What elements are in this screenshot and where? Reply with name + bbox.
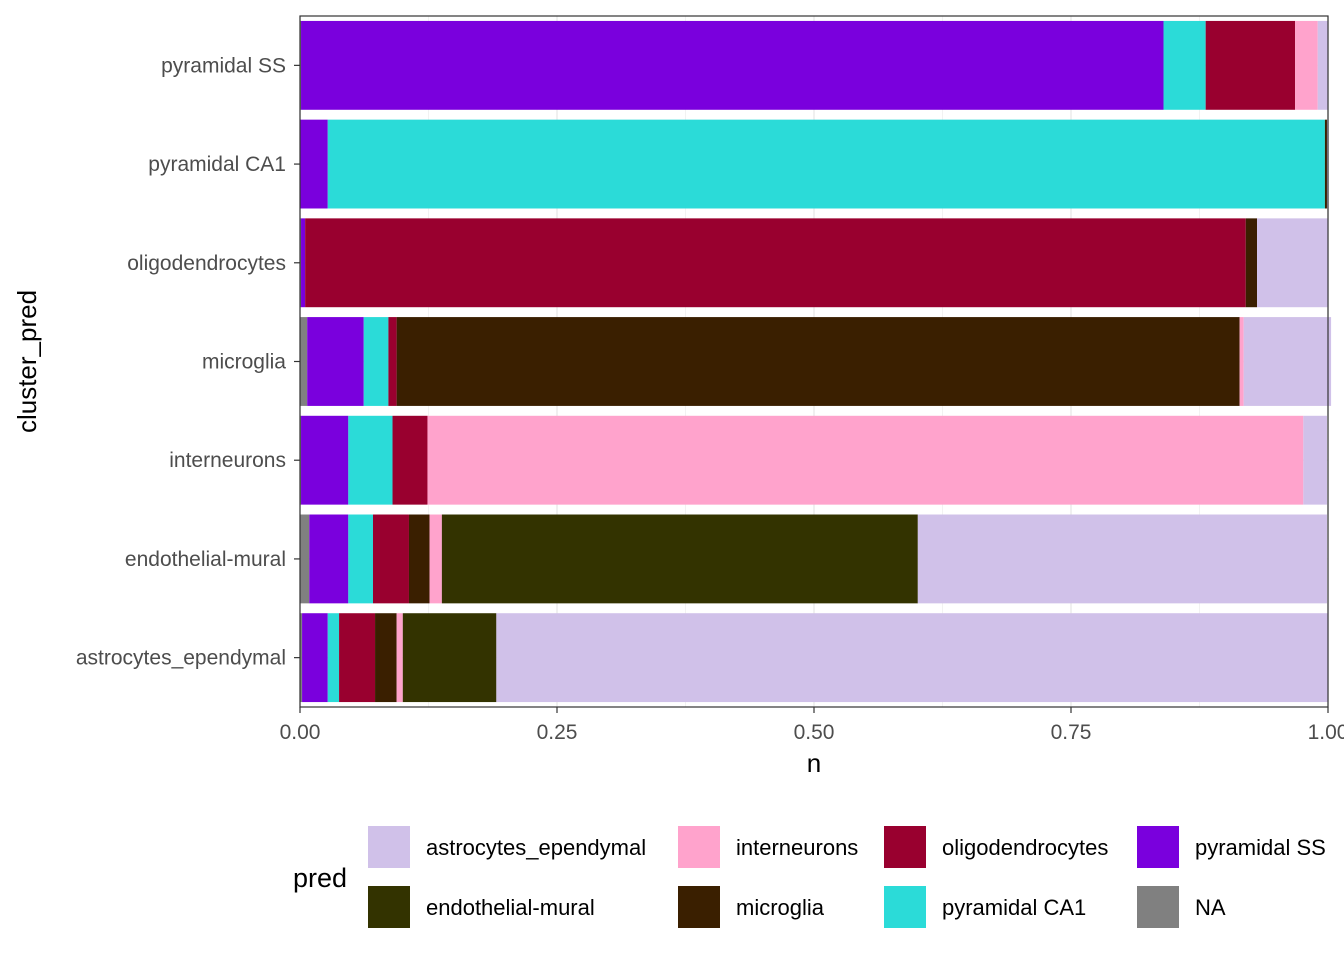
bar-segment-oligodendrocytes-pyramidal-ss [301, 218, 306, 308]
legend-title: pred [293, 863, 347, 893]
bar-segment-astrocytes-ependymal-pyramidal-ss [302, 613, 328, 703]
y-tick-label-oligodendrocytes: oligodendrocytes [127, 252, 286, 275]
bar-segment-oligodendrocytes-oligodendrocytes [305, 218, 1246, 308]
bar-segment-microglia-pyramidal-ss [307, 317, 364, 406]
bar-segment-astrocytes-ependymal-astrocytes-ependymal [496, 613, 1328, 703]
legend-key-astrocytes-ependymal [368, 826, 410, 868]
bar-segment-interneurons-pyramidal-ca1 [348, 415, 393, 505]
x-axis-title: n [807, 748, 821, 778]
bar-segment-astrocytes-ependymal-microglia [375, 613, 397, 703]
bar-segment-astrocytes-ependymal-pyramidal-ca1 [327, 613, 340, 703]
bar-segment-interneurons-pyramidal-ss [301, 415, 349, 505]
y-tick-label-pyramidal-ca1: pyramidal CA1 [148, 153, 286, 176]
legend-key-endothelial-mural [368, 886, 410, 928]
x-tick-label: 0.75 [1051, 721, 1092, 744]
legend-label-interneurons: interneurons [736, 835, 858, 860]
x-tick-label: 1.00 [1308, 721, 1344, 744]
bar-segment-microglia-microglia [396, 317, 1240, 406]
legend-label-pyramidal-ss: pyramidal SS [1195, 835, 1326, 860]
y-tick-label-astrocytes-ependymal: astrocytes_ependymal [76, 647, 286, 670]
bar-segment-interneurons-astrocytes-ependymal [1303, 415, 1327, 505]
legend-label-na: NA [1195, 895, 1226, 920]
x-tick-label: 0.00 [280, 721, 321, 744]
bar-segment-interneurons-oligodendrocytes [392, 415, 428, 505]
bar-segment-endothelial-mural-endothelial-mural [441, 514, 918, 604]
y-axis-title: cluster_pred [12, 290, 42, 433]
bar-segment-astrocytes-ependymal-endothelial-mural [402, 613, 497, 703]
y-tick-label-interneurons: interneurons [169, 449, 286, 472]
x-tick-label: 0.25 [537, 721, 578, 744]
bar-segment-pyramidal-ca1-microglia [1324, 119, 1327, 209]
bar-segment-pyramidal-ss-pyramidal-ca1 [1163, 20, 1206, 110]
bar-segment-endothelial-mural-astrocytes-ependymal [917, 514, 1327, 604]
bar-segment-microglia-pyramidal-ca1 [363, 317, 389, 406]
legend-key-interneurons [678, 826, 720, 868]
bar-segment-endothelial-mural-oligodendrocytes [372, 514, 409, 604]
bar-segment-endothelial-mural-pyramidal-ss [309, 514, 349, 604]
y-tick-label-microglia: microglia [202, 351, 286, 374]
legend-label-oligodendrocytes: oligodendrocytes [942, 835, 1108, 860]
legend-label-astrocytes-ependymal: astrocytes_ependymal [426, 835, 646, 860]
bar-segment-microglia-astrocytes-ependymal [1243, 317, 1332, 406]
legend-key-pyramidal-ss [1137, 826, 1179, 868]
bar-segment-endothelial-mural-microglia [408, 514, 430, 604]
legend-key-pyramidal-ca1 [884, 886, 926, 928]
bar-segment-microglia-oligodendrocytes [388, 317, 397, 406]
bar-segment-endothelial-mural-pyramidal-ca1 [348, 514, 373, 604]
legend: pred astrocytes_ependymal endothelial-mur… [293, 826, 1326, 928]
bar-segment-endothelial-mural-na [300, 514, 310, 604]
y-tick-label-pyramidal-ss: pyramidal SS [161, 54, 286, 77]
bars-layer [300, 20, 1332, 703]
bar-segment-astrocytes-ependymal-interneurons [396, 613, 403, 703]
legend-key-microglia [678, 886, 720, 928]
legend-label-microglia: microglia [736, 895, 825, 920]
bar-segment-oligodendrocytes-microglia [1245, 218, 1258, 308]
x-tick-label: 0.50 [794, 721, 835, 744]
y-tick-label-endothelial-mural: endothelial-mural [125, 548, 286, 571]
bar-segment-endothelial-mural-interneurons [429, 514, 442, 604]
bar-segment-astrocytes-ependymal-oligodendrocytes [339, 613, 376, 703]
bar-segment-pyramidal-ss-oligodendrocytes [1205, 20, 1296, 110]
legend-key-oligodendrocytes [884, 826, 926, 868]
legend-label-endothelial-mural: endothelial-mural [426, 895, 595, 920]
legend-label-pyramidal-ca1: pyramidal CA1 [942, 895, 1086, 920]
bar-segment-pyramidal-ca1-pyramidal-ss [300, 119, 328, 209]
bar-segment-interneurons-interneurons [427, 415, 1304, 505]
bar-segment-pyramidal-ss-pyramidal-ss [301, 20, 1164, 110]
axis-layer: 0.00 0.25 0.50 0.75 1.00 astrocytes_ependymal… [76, 54, 1344, 744]
bar-segment-oligodendrocytes-astrocytes-ependymal [1257, 218, 1328, 308]
legend-key-na [1137, 886, 1179, 928]
bar-segment-microglia-interneurons [1239, 317, 1244, 406]
bar-segment-astrocytes-ependymal-na [300, 613, 303, 703]
bar-segment-pyramidal-ca1-pyramidal-ca1 [327, 119, 1325, 209]
bar-segment-microglia-na [300, 317, 308, 406]
bar-segment-pyramidal-ss-astrocytes-ependymal [1317, 20, 1328, 110]
bar-segment-pyramidal-ss-interneurons [1295, 20, 1318, 110]
